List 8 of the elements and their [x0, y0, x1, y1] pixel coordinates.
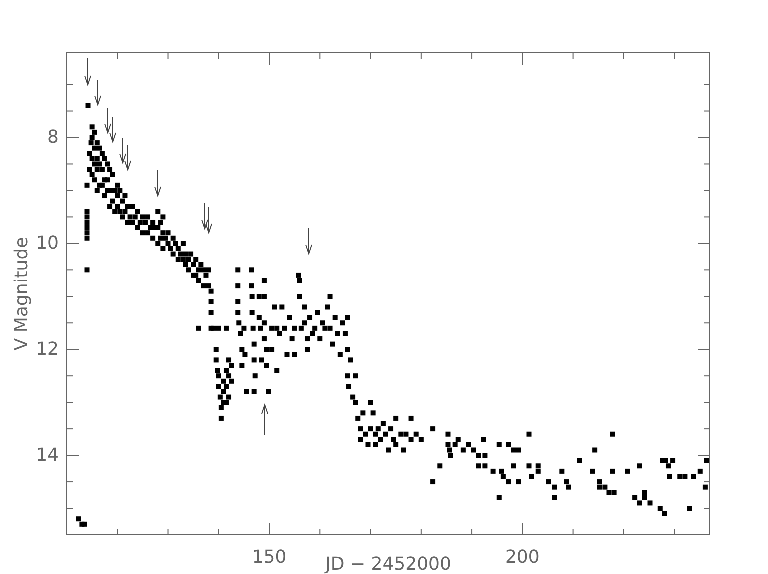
y-tick-label: 8	[48, 127, 59, 148]
x-tick-label: 200	[505, 547, 540, 568]
y-tick-label: 12	[36, 339, 59, 360]
y-tick-label: 10	[36, 233, 59, 254]
y-tick-label: 14	[36, 445, 59, 466]
x-tick-label: 150	[252, 547, 287, 568]
x-axis-title: JD − 2452000	[324, 554, 452, 574]
y-axis-title: V Magnitude	[12, 237, 32, 351]
